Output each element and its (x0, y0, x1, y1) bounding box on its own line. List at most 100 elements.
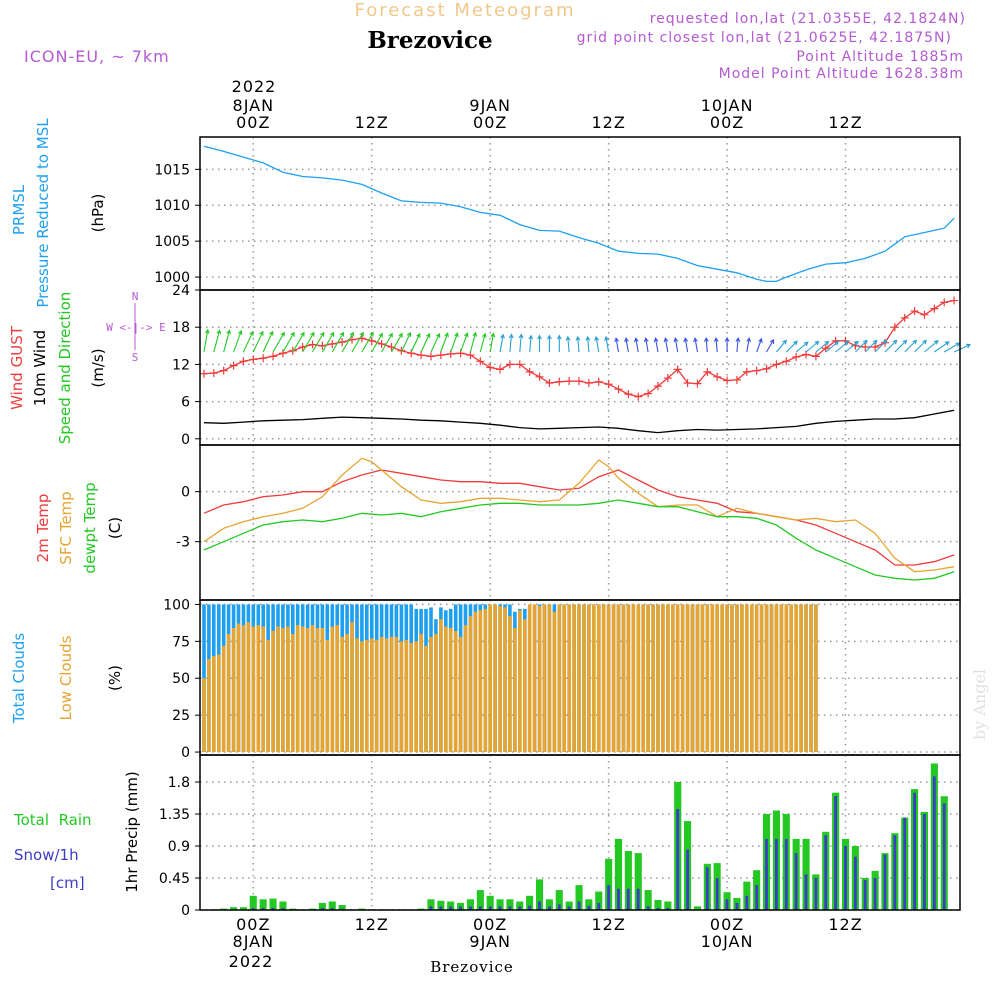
snow-bar (577, 901, 581, 910)
top-time-label: 00Z (236, 113, 270, 132)
rain-bar (595, 891, 603, 910)
low-cloud-bar (557, 604, 562, 752)
low-cloud-bar (774, 604, 779, 752)
gust-marker (328, 339, 337, 348)
low-cloud-bar (636, 604, 641, 752)
low-cloud-bar (355, 638, 359, 753)
wind-arrow (756, 337, 763, 353)
top-time-label: 12Z (591, 113, 625, 132)
cloud-unit: (%) (106, 665, 124, 691)
y-tick-label: 24 (172, 283, 190, 299)
gust-marker (723, 376, 732, 385)
low-cloud-bar (478, 610, 483, 752)
wind-arrow (594, 335, 600, 353)
cloud-label-low: Low Clouds (57, 635, 75, 720)
gust-marker (742, 367, 751, 376)
gust-marker (377, 339, 386, 348)
snow-bar (597, 902, 601, 910)
low-cloud-bar (527, 604, 532, 752)
top-time-label: 00Z (710, 113, 744, 132)
low-cloud-bar (794, 604, 798, 752)
low-cloud-bar (809, 604, 813, 752)
low-cloud-bar (680, 604, 685, 752)
snow-bar (518, 906, 522, 910)
low-cloud-bar (473, 611, 478, 752)
wind-arrow (292, 331, 305, 353)
low-cloud-bar (335, 625, 339, 753)
low-cloud-bar (271, 631, 275, 752)
gust-marker (545, 379, 554, 387)
wind-arrow (302, 331, 315, 353)
cloud-label-total: Total Clouds (10, 633, 28, 725)
rain-bar (437, 900, 445, 910)
low-cloud-bar (276, 626, 280, 753)
low-cloud-bar (582, 604, 586, 752)
y-tick-label: 1.35 (159, 807, 190, 823)
rain-bar (269, 898, 277, 910)
snow-bar (281, 907, 285, 910)
watermark: by Angel (970, 669, 989, 740)
precip-label-cm: [cm] (50, 874, 85, 892)
wind-arrow (430, 332, 441, 353)
low-cloud-bar (207, 659, 211, 752)
y-tick-label: -3 (176, 535, 190, 551)
low-cloud-bar (389, 636, 394, 752)
rain-bar (447, 901, 455, 910)
snow-bar (844, 846, 847, 910)
gust-marker (476, 357, 485, 366)
precip-panel: 0 0.45 0.9 1.35 1.8 (159, 754, 961, 919)
snow-bar (498, 906, 502, 910)
low-cloud-bar (434, 634, 438, 753)
low-cloud-bar (542, 604, 547, 752)
low-cloud-bar (597, 604, 601, 752)
top-year-label: 2022 (232, 77, 277, 96)
low-cloud-bar (804, 604, 808, 752)
snow-bar (449, 906, 453, 910)
wind-arrow (312, 331, 325, 353)
chart-title: Forecast Meteogram (354, 0, 575, 21)
low-cloud-bar (750, 604, 754, 752)
y-tick-label: 50 (172, 671, 190, 687)
y-tick-label: 1005 (154, 234, 190, 250)
wind-arrow (499, 333, 505, 353)
low-cloud-bar (651, 604, 655, 752)
location-title: Brezovice (367, 27, 492, 54)
gust-marker (673, 365, 682, 374)
bottom-time-label: 10JAN (701, 932, 754, 951)
low-cloud-bar (340, 636, 344, 752)
gust-marker (496, 365, 505, 374)
low-cloud-bar (523, 619, 527, 753)
wind-arrow (693, 337, 699, 353)
low-cloud-bar (325, 639, 330, 753)
rain-bar (555, 890, 563, 910)
gust-marker (940, 298, 949, 307)
temperature-panel: -3 0 (176, 444, 961, 601)
wind-arrow (479, 332, 487, 353)
gust-marker (890, 323, 899, 332)
gust-marker (318, 341, 327, 350)
wind-arrow (904, 339, 918, 353)
wind-unit: (m/s) (89, 348, 107, 387)
low-cloud-bar (261, 626, 265, 753)
low-cloud-bar (241, 625, 246, 753)
y-tick-label: 12 (172, 357, 190, 373)
snow-bar (804, 874, 808, 910)
snow-bar (913, 792, 916, 910)
gust-marker (604, 380, 613, 389)
snow-bar (459, 906, 462, 910)
wind-panel: 0 6 12 18 24 (172, 283, 972, 448)
gust-marker (229, 361, 238, 370)
rain-bar (545, 899, 553, 910)
compass-s: S (132, 351, 139, 364)
rain-bar (328, 901, 336, 910)
pressure-label-prmsl: PRMSL (10, 184, 28, 235)
bottom-time-label: 12Z (355, 915, 389, 934)
y-tick-label: 0 (181, 485, 190, 501)
snow-bar (794, 853, 798, 910)
gust-marker (505, 360, 514, 369)
snow-bar (636, 888, 640, 910)
point-altitude: Point Altitude 1885m (796, 49, 964, 65)
wind-arrow (795, 341, 809, 353)
gust-marker (792, 352, 801, 361)
low-cloud-bar (295, 625, 300, 753)
